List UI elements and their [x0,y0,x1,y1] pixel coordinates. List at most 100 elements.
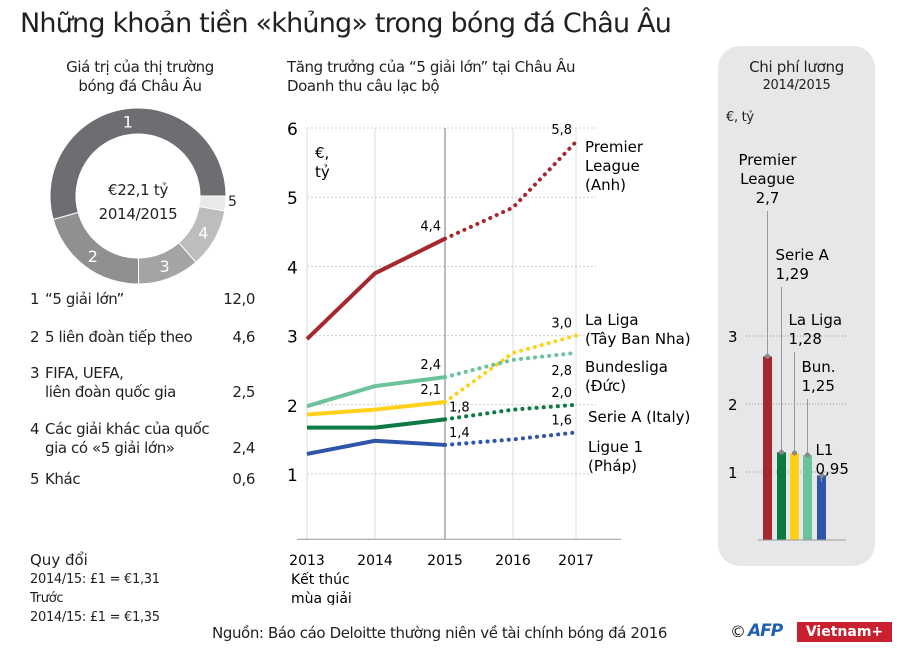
conversion-heading: Quy đổi [30,551,88,569]
x-tick-label: 2017 [558,553,594,569]
series-line-projected [443,430,578,447]
legend-value: 4,6 [232,328,255,346]
afp-logo: AFP [748,621,783,641]
bar-marker [779,449,784,455]
legend-item: 3 FIFA, UEFA, liên đoàn quốc gia 2,5 [30,364,260,406]
conversion-label: Trước [30,591,64,606]
y-tick-label: 2 [728,396,738,414]
bar-marker [792,450,797,456]
bar-chart-title-block: Chi phí lương 2014/2015 [718,58,875,95]
series-line-actual [305,236,446,341]
conversion-line: 2014/15: £1 = €1,31 [30,572,160,587]
x-axis-label: Kết thúc [291,571,350,588]
y-tick-label: 1 [728,464,738,482]
currency-conversion: Quy đổi 2014/15: £1 = €1,31 Trước 2014/1… [30,550,160,627]
legend-item: 5 Khác 0,6 [30,470,260,493]
y-tick-label: 5 [287,189,298,209]
series-line-projected [443,350,578,380]
x-axis-label: mùa giải [291,591,352,605]
y-axis-label: €, [315,144,329,162]
bar-value-label: 1,28 [789,330,822,348]
line-chart-title: Tăng trưởng của “5 giải lớn” tại Châu Âu… [287,58,575,96]
bar-chart-title: Chi phí lương [749,58,844,76]
legend-label: FIFA, UEFA, [45,364,124,382]
legend-value: 2,4 [232,439,255,457]
slice-label: 1 [123,113,133,132]
bar [817,475,826,540]
series-name: (Anh) [585,176,626,194]
legend-label: Khác [45,470,81,488]
data-label: 5,8 [551,123,572,138]
bar-marker [805,452,810,458]
legend-label: “5 giải lớn” [45,290,124,308]
slice-label: 3 [160,257,170,276]
x-tick-label: 2013 [289,553,325,569]
series-line-actual [306,400,446,417]
data-label: 3,0 [551,317,572,332]
legend-label: 5 liên đoàn tiếp theo [45,328,193,346]
bar-value-label: 1,29 [776,265,809,283]
bar [763,356,772,540]
donut-subtitle-line: bóng đá Châu Âu [78,77,202,95]
y-tick-label: 6 [287,120,298,140]
legend-value: 0,6 [232,470,255,488]
series-line-actual [307,417,446,430]
series-name: Serie A (Italy) [588,408,690,426]
x-tick-label: 2015 [427,553,463,569]
y-tick-label: 1 [287,466,298,486]
bar-label: Bun. [802,358,836,376]
donut-subtitle: Giá trị của thị trường bóng đá Châu Âu [40,58,240,96]
slice-label: 2 [88,247,98,266]
copyright-symbol: © [730,622,746,641]
series-line-projected [443,402,578,422]
bar-label: La Liga [789,311,843,329]
bar [777,452,786,540]
legend-number: 5 [30,470,40,488]
bar-chart-ylabel: €, tỷ [726,110,754,125]
conversion-line: 2014/15: £1 = €1,35 [30,610,160,625]
series-name: (Tây Ban Nha) [585,330,691,348]
legend-item: 2 5 liên đoàn tiếp theo 4,6 [30,328,260,351]
donut-slice [49,107,227,221]
legend-number: 1 [30,290,40,308]
y-tick-label: 3 [287,328,298,348]
bar-label: Premier [738,151,797,169]
legend-value: 2,5 [232,383,255,401]
bar-label: L1 [816,441,834,459]
bar-marker [765,353,770,359]
slice-label: 5 [228,194,237,210]
donut-total: €22,1 tỷ [107,181,169,199]
bar-value-label: 2,7 [756,189,780,207]
y-axis-label: tỷ [315,163,330,181]
bar [790,452,799,540]
line-chart-title-line: Doanh thu câu lạc bộ [287,77,440,95]
bar-label: Serie A [776,246,830,264]
donut-slice [198,195,227,212]
series-name: (Pháp) [588,457,637,475]
series-name: (Đức) [585,377,626,395]
data-label: 2,4 [420,358,441,373]
donut-chart: 1 2 3 4 5 [49,107,237,285]
legend-label: liên đoàn quốc gia [45,383,176,401]
y-tick-label: 4 [287,258,298,278]
series-name: League [585,157,640,175]
bar-value-label: 1,25 [802,377,835,395]
line-chart: 1 2 3 4 5 6 2013 2014 2015 2016 2017 Kết thúc mùa gi… [287,120,691,605]
series-name: Ligue 1 [588,438,643,456]
donut-center: €22,1 tỷ 2014/2015 [68,178,208,226]
series-line-actual [306,375,446,409]
source-note: Nguồn: Báo cáo Deloitte thường niên về t… [212,624,667,642]
data-label: 2,0 [551,386,572,401]
x-tick-label: 2014 [357,553,393,569]
slice-label: 4 [198,224,208,243]
legend-item: 4 Các giải khác của quốc gia có «5 giải lớ… [30,420,260,462]
data-label: 1,6 [551,413,572,428]
legend-label: gia có «5 giải lớn» [45,439,175,457]
data-label: 1,4 [449,426,470,441]
vietnamplus-logo: Vietnam+ [797,622,892,642]
legend-number: 3 [30,364,40,382]
series-name: Premier [585,138,644,156]
data-label: 2,1 [420,383,441,398]
bar-marker [819,472,824,478]
donut-subtitle-line: Giá trị của thị trường [66,58,214,76]
